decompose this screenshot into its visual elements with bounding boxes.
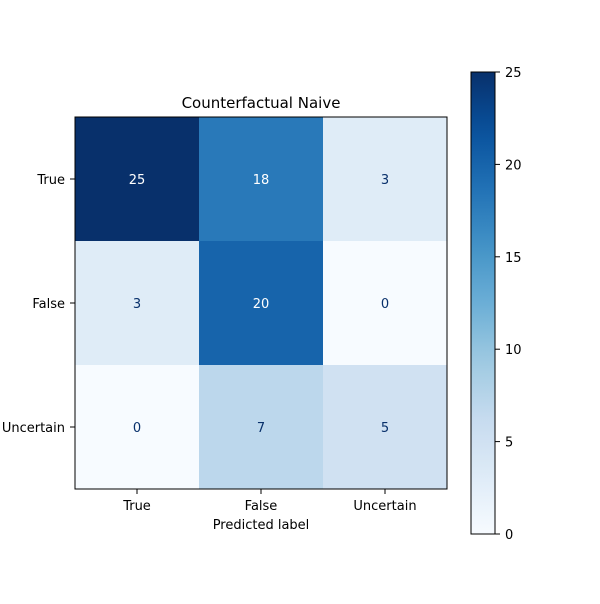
cell-0-1 — [199, 117, 323, 241]
colorbar-tick-label-2: 10 — [505, 343, 522, 358]
y-axis-ticks: True False Uncertain — [2, 173, 75, 436]
cell-value-2-0: 0 — [133, 421, 141, 436]
cell-0-2 — [323, 117, 447, 241]
cell-2-0 — [75, 365, 199, 489]
heatmap-cells — [75, 117, 447, 489]
chart-title: Counterfactual Naive — [182, 94, 341, 112]
colorbar-tick-label-0: 0 — [505, 528, 513, 543]
y-tick-label-0: True — [36, 173, 65, 188]
y-tick-label-2: Uncertain — [2, 421, 65, 436]
cell-1-2 — [323, 241, 447, 365]
heatmap-cell-labels: 25 18 3 3 20 0 0 7 5 — [129, 173, 389, 436]
x-axis-ticks: True False Uncertain — [122, 489, 417, 514]
y-tick-label-1: False — [32, 297, 65, 312]
colorbar-tick-label-4: 20 — [505, 158, 522, 173]
colorbar-tick-label-3: 15 — [505, 251, 522, 266]
cell-value-0-1: 18 — [253, 173, 270, 188]
x-axis-label: Predicted label — [213, 518, 310, 533]
cell-1-0 — [75, 241, 199, 365]
colorbar-ticks: 0 5 10 15 20 25 — [495, 66, 522, 543]
cell-1-1 — [199, 241, 323, 365]
cell-value-2-2: 5 — [381, 421, 389, 436]
cell-0-0 — [75, 117, 199, 241]
x-tick-label-2: Uncertain — [353, 499, 416, 514]
x-tick-label-0: True — [122, 499, 151, 514]
cell-value-1-1: 20 — [253, 297, 270, 312]
cell-2-1 — [199, 365, 323, 489]
cell-value-1-0: 3 — [133, 297, 141, 312]
cell-2-2 — [323, 365, 447, 489]
colorbar-tick-label-5: 25 — [505, 66, 522, 81]
cell-value-0-2: 3 — [381, 173, 389, 188]
colorbar — [470, 71, 496, 535]
cell-value-0-0: 25 — [129, 173, 146, 188]
colorbar-tick-label-1: 5 — [505, 436, 513, 451]
cell-value-1-2: 0 — [381, 297, 389, 312]
x-tick-label-1: False — [245, 499, 278, 514]
cell-value-2-1: 7 — [257, 421, 265, 436]
